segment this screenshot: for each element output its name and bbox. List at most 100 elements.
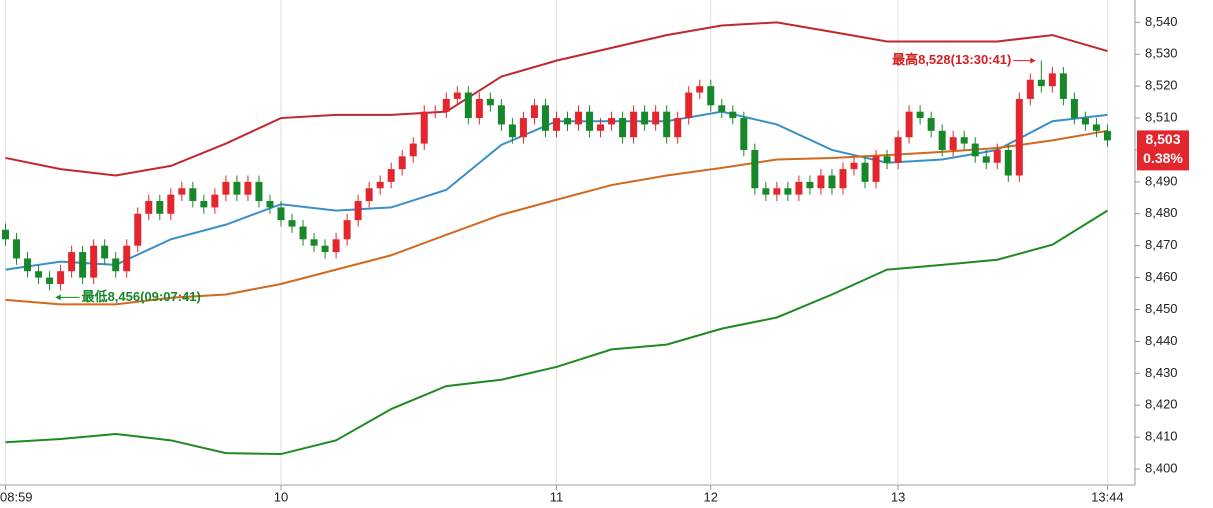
candle-body: [905, 111, 913, 138]
candle-body: [486, 98, 494, 106]
candle-body: [541, 105, 549, 131]
x-tick-label: 10: [274, 489, 288, 504]
candle-body: [1081, 118, 1089, 125]
candle-body: [2, 229, 10, 240]
y-tick-label: 8,400: [1145, 460, 1178, 475]
candle-body: [1037, 79, 1045, 87]
candle-body: [101, 245, 109, 259]
candle-body: [332, 239, 340, 253]
low-annotation: 最低8,456(09:07:41): [82, 289, 201, 304]
candle-body: [222, 181, 230, 195]
candle-body: [795, 181, 803, 195]
candle-body: [145, 201, 153, 214]
candle-body: [1048, 73, 1056, 87]
candle-body: [894, 137, 902, 163]
candle-body: [519, 118, 527, 138]
y-tick-label: 8,520: [1145, 78, 1178, 93]
candle-body: [762, 188, 770, 195]
candle-body: [729, 111, 737, 119]
candle-body: [233, 181, 241, 195]
candle-body: [663, 111, 671, 138]
candle-body: [751, 149, 759, 189]
y-tick-label: 8,460: [1145, 269, 1178, 284]
y-tick-label: 8,410: [1145, 429, 1178, 444]
candle-body: [156, 201, 164, 214]
y-tick-label: 8,480: [1145, 205, 1178, 220]
candle-body: [211, 194, 219, 208]
candle-body: [266, 201, 274, 208]
candle-body: [696, 86, 704, 93]
y-tick-label: 8,450: [1145, 301, 1178, 316]
candle-body: [1070, 98, 1078, 119]
candle-body: [398, 156, 406, 170]
candle-body: [57, 271, 65, 284]
arrow-head: [55, 294, 61, 301]
candle-body: [575, 111, 583, 125]
candle-body: [90, 245, 98, 278]
y-tick-label: 8,470: [1145, 237, 1178, 252]
candle-body: [1103, 130, 1111, 141]
y-tick-label: 8,510: [1145, 109, 1178, 124]
candle-body: [872, 156, 880, 182]
candle-body: [619, 118, 627, 138]
candle-body: [652, 111, 660, 125]
line-series: [5, 129, 1108, 306]
candle-body: [112, 258, 120, 272]
candle-body: [343, 220, 351, 240]
candle-body: [321, 245, 329, 253]
candle-body: [1004, 149, 1012, 176]
x-tick-label: 08:59: [0, 489, 33, 504]
candle-body: [839, 169, 847, 189]
candle-body: [497, 105, 505, 125]
candle-body: [707, 86, 715, 106]
candle-body: [971, 143, 979, 157]
candle-body: [630, 111, 638, 138]
candle-body: [365, 188, 373, 202]
x-tick-label: 13:44: [1091, 489, 1124, 504]
candle-body: [288, 220, 296, 227]
candle-body: [784, 188, 792, 195]
last-price: 8,503: [1145, 131, 1180, 147]
high-annotation: 最高8,528(13:30:41): [892, 52, 1011, 67]
candle-body: [420, 111, 428, 144]
y-tick-label: 8,430: [1145, 365, 1178, 380]
candle-body: [299, 226, 307, 240]
candle-body: [453, 92, 461, 99]
y-tick-label: 8,420: [1145, 397, 1178, 412]
arrow-head: [1030, 57, 1036, 64]
line-series: [5, 209, 1108, 456]
candle-body: [530, 105, 538, 119]
candle-body: [79, 252, 87, 278]
candle-body: [68, 252, 76, 272]
change-percent: 0.38%: [1143, 150, 1183, 166]
candle-body: [828, 175, 836, 189]
candle-body: [674, 118, 682, 138]
x-tick-label: 11: [550, 489, 564, 504]
candle-body: [277, 207, 285, 221]
candle-body: [960, 137, 968, 144]
candle-body: [861, 162, 869, 182]
candle-body: [123, 245, 131, 272]
candle-body: [641, 111, 649, 125]
candle-body: [255, 181, 263, 202]
candle-body: [1059, 73, 1067, 99]
candle-body: [1015, 98, 1023, 176]
candle-body: [564, 118, 571, 125]
y-tick-label: 8,490: [1145, 173, 1178, 188]
x-tick-label: 12: [704, 489, 718, 504]
candle-body: [35, 271, 43, 278]
candle-body: [685, 92, 693, 119]
candle-body: [409, 143, 417, 157]
candle-body: [508, 124, 516, 138]
candle-body: [464, 92, 472, 119]
candle-body: [1026, 79, 1034, 99]
candle-body: [475, 98, 483, 119]
x-tick-label: 13: [891, 489, 905, 504]
candle-body: [178, 188, 186, 195]
candle-body: [949, 137, 957, 150]
line-series: [5, 21, 1108, 177]
y-tick-label: 8,530: [1145, 46, 1178, 61]
candle-body: [806, 181, 814, 189]
candle-body: [938, 130, 946, 150]
candle-body: [189, 188, 197, 202]
